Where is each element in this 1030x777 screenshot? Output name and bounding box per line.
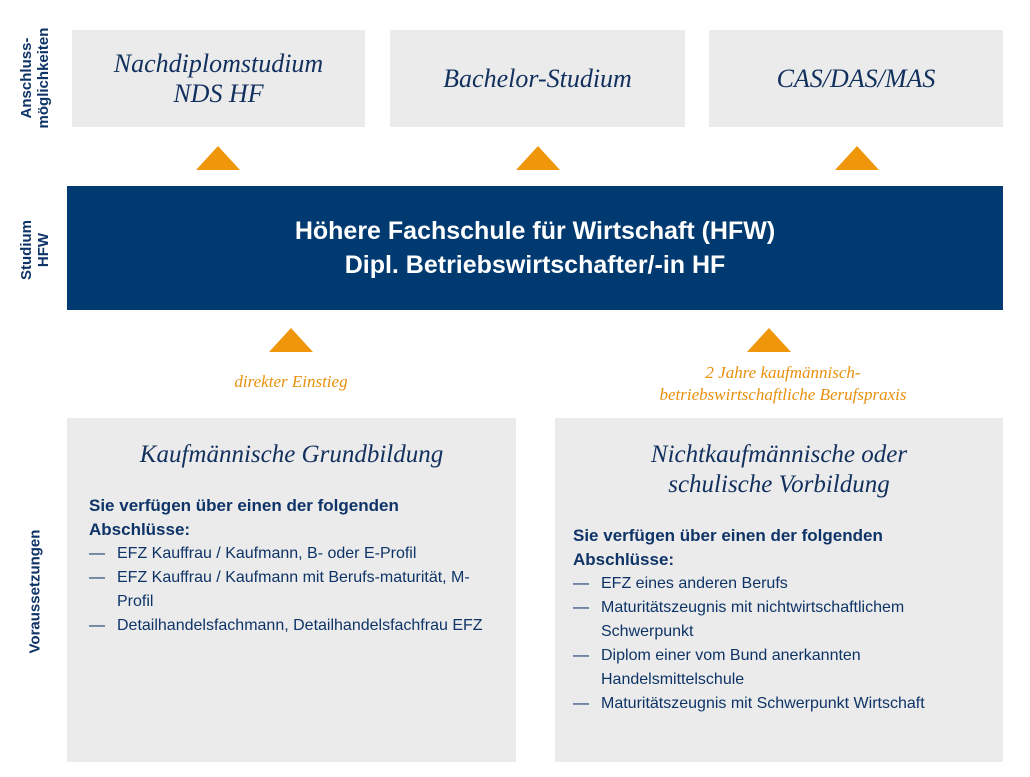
box-cas-das-mas: CAS/DAS/MAS [709, 30, 1003, 127]
list-item: EFZ eines anderen Berufs [573, 572, 981, 596]
box-title-line: Nichtkaufmännische oder [650, 441, 908, 468]
hfw-banner: Höhere Fachschule für Wirtschaft (HFW) D… [67, 186, 1003, 310]
box-intro: Sie verfügen über einen der folgenden Ab… [89, 496, 399, 539]
banner-subtitle: Dipl. Betriebswirtschafter/-in HF [344, 251, 726, 279]
box-title-line: schulische Vorbildung [668, 471, 890, 498]
arrow-up-icon [269, 328, 313, 352]
side-label-line: Anschluss- [18, 37, 35, 119]
box-intro: Sie verfügen über einen der folgenden Ab… [573, 526, 883, 569]
arrow-up-icon [196, 146, 240, 170]
box-text: NDS HF [173, 78, 264, 108]
list-item: Detailhandelsfachmann, Detailhandelsfach… [89, 614, 494, 638]
list-item: Maturitätszeugnis mit nichtwirtschaftlic… [573, 596, 981, 644]
entry-label-line: betriebswirtschaftliche Berufspraxis [659, 385, 907, 404]
side-label-line: HFW [35, 232, 52, 268]
side-label-anschlussmoeglichkeiten: Anschluss- möglichkeiten [18, 23, 52, 133]
entry-label-line: 2 Jahre kaufmännisch- [705, 363, 861, 382]
side-label-line: Studium [18, 220, 35, 280]
box-title: Nichtkaufmännische oder schulische Vorbi… [555, 440, 1003, 500]
entry-label-direct: direkter Einstieg [234, 372, 348, 391]
list-item: EFZ Kauffrau / Kaufmann mit Berufs-matur… [89, 566, 494, 614]
box-nachdiplomstudium: Nachdiplomstudium NDS HF [72, 30, 365, 127]
box-text: Nachdiplomstudium [113, 48, 324, 78]
requirements-list: EFZ eines anderen Berufs Maturitätszeugn… [555, 572, 1003, 716]
box-title: Kaufmännische Grundbildung [139, 441, 444, 468]
list-item: Maturitätszeugnis mit Schwerpunkt Wirtsc… [573, 692, 981, 716]
arrow-up-icon [747, 328, 791, 352]
box-bachelor-studium: Bachelor-Studium [390, 30, 685, 127]
side-label-voraussetzungen: Voraussetzungen [26, 529, 44, 654]
banner-title: Höhere Fachschule für Wirtschaft (HFW) [294, 217, 776, 245]
list-item: EFZ Kauffrau / Kaufmann, B- oder E-Profi… [89, 542, 494, 566]
requirements-list: EFZ Kauffrau / Kaufmann, B- oder E-Profi… [67, 542, 516, 638]
box-text: Bachelor-Studium [443, 63, 632, 93]
entry-label-practice: 2 Jahre kaufmännisch- betriebswirtschaft… [603, 362, 963, 406]
side-label-studium: Studium HFW [18, 210, 52, 290]
box-kaufmaennische-grundbildung: Kaufmännische Grundbildung Sie verfügen … [67, 418, 516, 762]
box-text: CAS/DAS/MAS [776, 63, 936, 93]
side-label-line: möglichkeiten [35, 27, 52, 129]
arrow-up-icon [516, 146, 560, 170]
list-item: Diplom einer vom Bund anerkannten Handel… [573, 644, 981, 692]
arrow-up-icon [835, 146, 879, 170]
box-nichtkaufmaennische-vorbildung: Nichtkaufmännische oder schulische Vorbi… [555, 418, 1003, 762]
